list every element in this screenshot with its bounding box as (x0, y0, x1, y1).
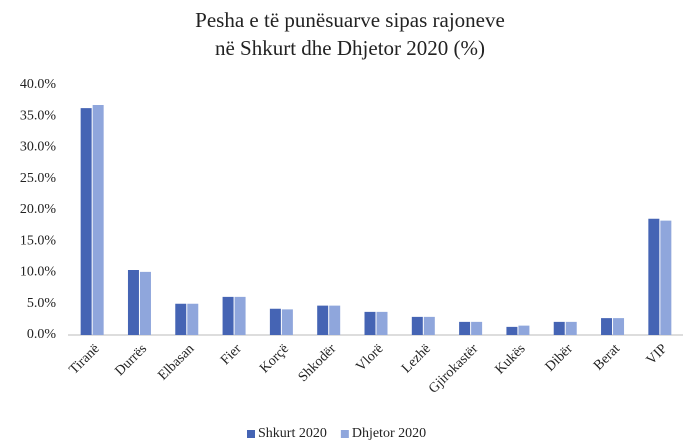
bar (187, 303, 199, 335)
bar (364, 311, 376, 335)
bar (613, 318, 625, 335)
bar (648, 218, 660, 335)
x-tick-label: VIP (644, 341, 671, 368)
bar (411, 316, 423, 335)
bar (92, 105, 104, 335)
legend-swatch (340, 430, 349, 438)
bar (139, 271, 151, 335)
x-tick-label: Tiranë (67, 341, 103, 377)
x-tick-label: Kukës (493, 341, 529, 377)
x-tick-label: Korçë (257, 341, 292, 376)
bar (234, 296, 246, 335)
bar (471, 321, 483, 335)
x-tick-label: Gjirokastër (426, 341, 481, 396)
y-tick-label: 10.0% (20, 265, 57, 280)
y-tick-label: 40.0% (20, 77, 57, 92)
chart-title: në Shkurt dhe Dhjetor 2020 (%) (215, 36, 485, 60)
legend-label: Shkurt 2020 (258, 426, 327, 441)
bar (565, 321, 577, 335)
y-tick-label: 25.0% (20, 171, 57, 186)
bar (423, 316, 435, 335)
y-tick-label: 15.0% (20, 233, 57, 248)
legend-swatch (247, 430, 255, 438)
bar (175, 303, 187, 335)
bar (329, 305, 341, 335)
y-tick-label: 35.0% (20, 108, 57, 123)
y-tick-label: 0.0% (27, 327, 57, 342)
bar (269, 308, 281, 335)
x-tick-label: Dibër (543, 341, 576, 374)
bar (459, 321, 471, 335)
bar (127, 270, 139, 335)
x-tick-label: Elbasan (155, 341, 197, 383)
bar (80, 108, 92, 335)
chart-title: Pesha e të punësuarve sipas rajoneve (195, 8, 505, 32)
y-tick-label: 30.0% (20, 140, 57, 155)
bar (376, 311, 388, 335)
x-tick-label: Fier (218, 341, 245, 368)
x-tick-label: Shkodër (296, 341, 340, 385)
x-tick-label: Lezhë (399, 341, 434, 376)
legend-label: Dhjetor 2020 (352, 426, 426, 441)
x-tick-label: Berat (591, 341, 623, 373)
bar (281, 309, 293, 335)
x-tick-label: Vlorë (353, 341, 386, 374)
bar (660, 220, 672, 335)
bar (553, 321, 565, 335)
bar (518, 325, 530, 335)
bar (317, 305, 329, 335)
y-tick-label: 20.0% (20, 202, 57, 217)
bar (506, 326, 518, 335)
y-tick-label: 5.0% (27, 296, 57, 311)
bar (222, 296, 234, 335)
x-tick-label: Durrës (113, 341, 151, 379)
bar (601, 318, 613, 335)
